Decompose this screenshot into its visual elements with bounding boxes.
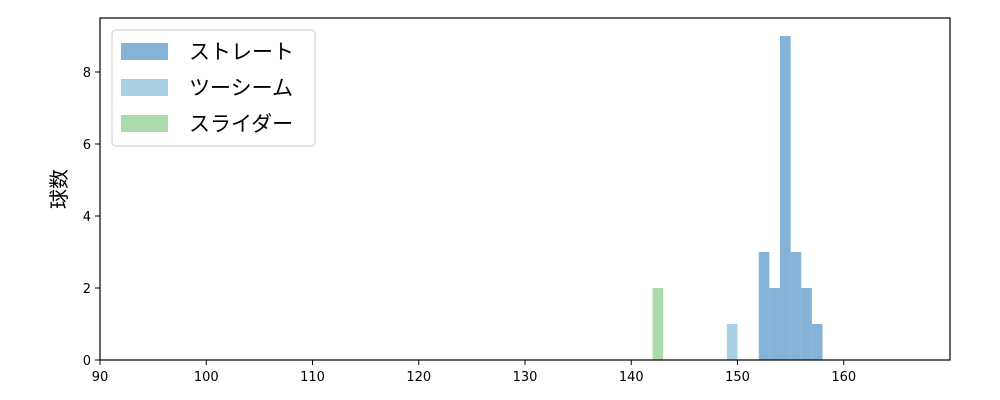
x-tick-label: 140	[619, 370, 644, 385]
y-tick-label: 2	[83, 282, 91, 297]
y-tick-label: 4	[83, 210, 91, 225]
y-axis-label: 球数	[47, 169, 71, 209]
y-tick-label: 0	[83, 354, 91, 369]
x-tick-label: 120	[406, 370, 431, 385]
legend-label: ストレート	[189, 40, 294, 64]
bar-series-0	[758, 252, 770, 360]
x-tick-label: 150	[725, 370, 750, 385]
x-tick-label: 110	[300, 370, 325, 385]
legend-swatch	[121, 43, 168, 60]
bar-series-0	[769, 288, 780, 360]
x-tick-label: 100	[194, 370, 219, 385]
bar-series-1	[726, 324, 738, 360]
bar-series-0	[811, 324, 823, 360]
bar-series-2	[652, 288, 664, 360]
legend-swatch	[121, 115, 168, 132]
bar-series-0	[780, 36, 791, 360]
x-tick-label: 90	[92, 370, 109, 385]
x-tick-label: 160	[831, 370, 856, 385]
y-tick-label: 6	[83, 138, 91, 153]
legend-label: ツーシーム	[189, 76, 293, 100]
bar-series-0	[801, 288, 812, 360]
x-tick-label: 130	[513, 370, 538, 385]
y-tick-label: 8	[83, 66, 91, 81]
legend-swatch	[121, 79, 168, 96]
legend-label: スライダー	[189, 112, 293, 136]
bar-series-0	[790, 252, 802, 360]
